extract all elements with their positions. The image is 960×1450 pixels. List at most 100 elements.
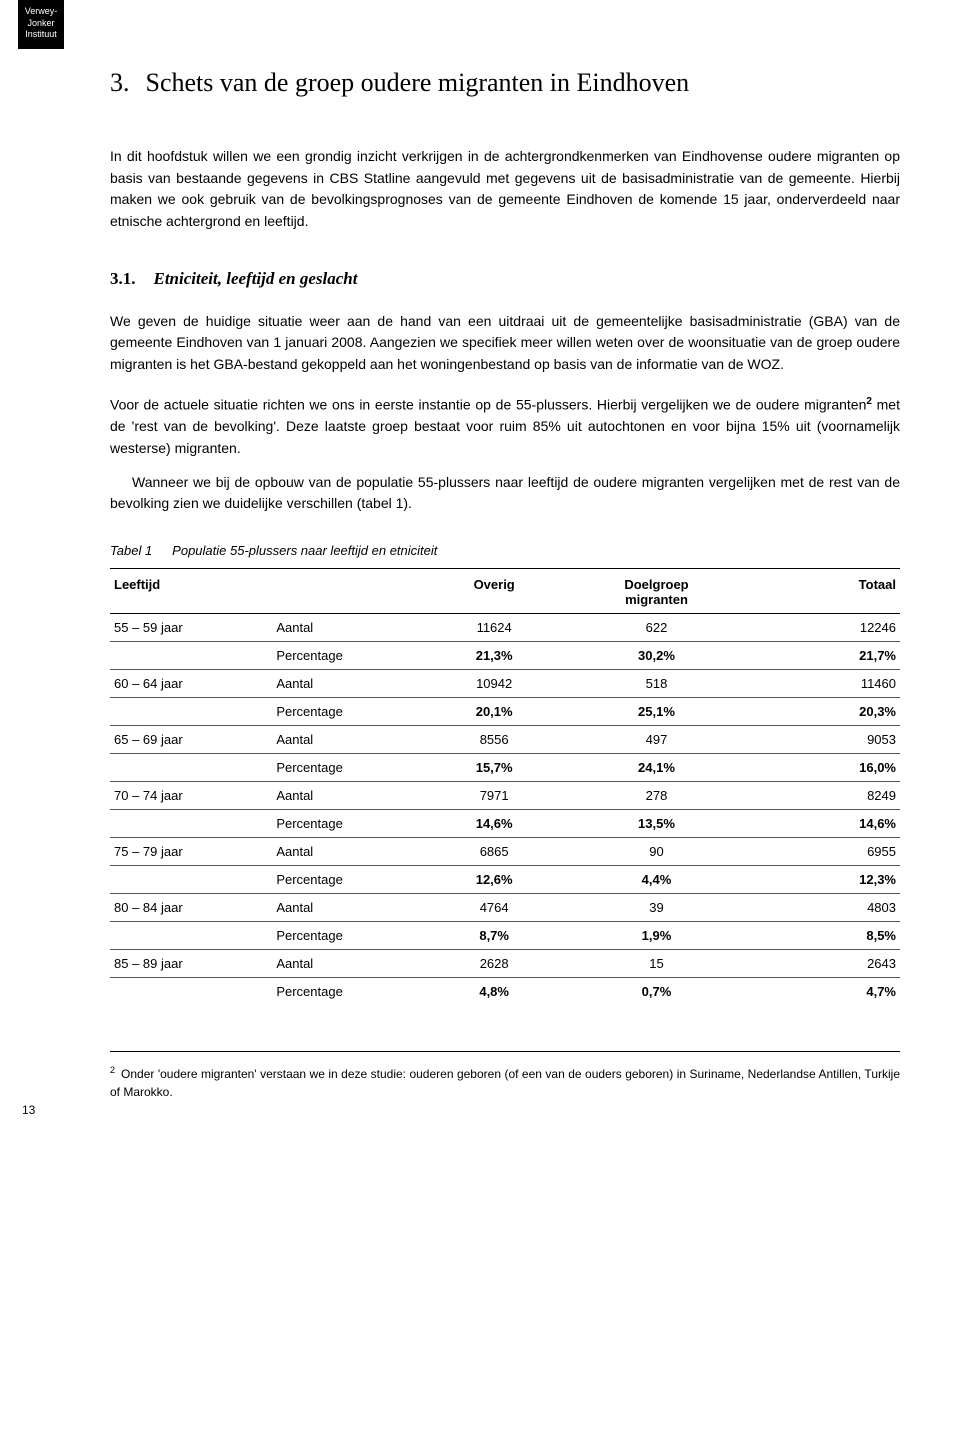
table-cell-age <box>110 641 272 669</box>
table-cell: 11624 <box>413 613 575 641</box>
table-cell-age <box>110 865 272 893</box>
table-cell: 7971 <box>413 781 575 809</box>
intro-paragraph: In dit hoofdstuk willen we een grondig i… <box>110 146 900 233</box>
table-cell: 4,4% <box>575 865 737 893</box>
table-cell: 21,3% <box>413 641 575 669</box>
table-cell: 622 <box>575 613 737 641</box>
table-cell: 2643 <box>738 949 900 977</box>
table-cell: 9053 <box>738 725 900 753</box>
table-cell-metric: Percentage <box>272 865 413 893</box>
table-cell: 30,2% <box>575 641 737 669</box>
table-cell: 24,1% <box>575 753 737 781</box>
page-number: 13 <box>22 1103 35 1117</box>
table-caption: Tabel 1 Populatie 55-plussers naar leefti… <box>110 543 900 558</box>
table-cell: 10942 <box>413 669 575 697</box>
table-cell-metric: Percentage <box>272 977 413 1005</box>
table-cell: 4803 <box>738 893 900 921</box>
table-cell-metric: Aantal <box>272 781 413 809</box>
table-cell-age: 85 – 89 jaar <box>110 949 272 977</box>
chapter-title: 3. Schets van de groep oudere migranten i… <box>110 68 900 98</box>
table-cell-metric: Percentage <box>272 641 413 669</box>
table-cell: 14,6% <box>738 809 900 837</box>
table-cell-age: 65 – 69 jaar <box>110 725 272 753</box>
paragraph-text: Wanneer we bij de opbouw van de populati… <box>110 474 900 512</box>
table-cell-age: 55 – 59 jaar <box>110 613 272 641</box>
table-cell-age <box>110 809 272 837</box>
logo-line: Jonker <box>24 18 58 30</box>
header-line: Doelgroep <box>579 577 733 592</box>
table-cell: 14,6% <box>413 809 575 837</box>
table-cell: 8556 <box>413 725 575 753</box>
table-cell-age <box>110 977 272 1005</box>
footnote-text: Onder 'oudere migranten' verstaan we in … <box>110 1067 900 1099</box>
table-cell-metric: Percentage <box>272 697 413 725</box>
table-cell: 12,6% <box>413 865 575 893</box>
table-cell: 6955 <box>738 837 900 865</box>
table-cell-metric: Percentage <box>272 921 413 949</box>
table-cell-age: 75 – 79 jaar <box>110 837 272 865</box>
table-cell: 8,7% <box>413 921 575 949</box>
footnote-number: 2 <box>110 1065 115 1075</box>
table-cell: 39 <box>575 893 737 921</box>
table-cell-age <box>110 697 272 725</box>
table-cell: 15 <box>575 949 737 977</box>
table-cell: 278 <box>575 781 737 809</box>
table-cell: 4,7% <box>738 977 900 1005</box>
chapter-title-text: Schets van de groep oudere migranten in … <box>146 68 690 97</box>
paragraph-text: Voor de actuele situatie richten we ons … <box>110 396 866 412</box>
table-cell: 2628 <box>413 949 575 977</box>
table-cell: 11460 <box>738 669 900 697</box>
institute-logo: Verwey- Jonker Instituut <box>18 0 64 49</box>
table-cell: 25,1% <box>575 697 737 725</box>
body-paragraph: Wanneer we bij de opbouw van de populati… <box>110 472 900 515</box>
table-cell: 15,7% <box>413 753 575 781</box>
table-cell: 6865 <box>413 837 575 865</box>
table-cell: 1,9% <box>575 921 737 949</box>
table-cell-metric: Aantal <box>272 725 413 753</box>
table-cell-metric: Aantal <box>272 669 413 697</box>
body-paragraph: Voor de actuele situatie richten we ons … <box>110 394 900 460</box>
header-line: migranten <box>579 592 733 607</box>
population-table: Leeftijd Overig Doelgroep migranten Tota… <box>110 568 900 1005</box>
table-cell-age: 70 – 74 jaar <box>110 781 272 809</box>
table-caption-text: Populatie 55-plussers naar leeftijd en e… <box>172 543 437 558</box>
table-cell: 518 <box>575 669 737 697</box>
table-cell-metric: Percentage <box>272 753 413 781</box>
table-cell: 12,3% <box>738 865 900 893</box>
logo-line: Instituut <box>24 29 58 41</box>
table-cell-metric: Aantal <box>272 893 413 921</box>
table-cell-age <box>110 753 272 781</box>
table-header-doelgroep: Doelgroep migranten <box>575 568 737 613</box>
table-cell-metric: Aantal <box>272 613 413 641</box>
section-title: 3.1. Etniciteit, leeftijd en geslacht <box>110 269 900 289</box>
logo-line: Verwey- <box>24 6 58 18</box>
body-paragraph: We geven de huidige situatie weer aan de… <box>110 311 900 376</box>
table-cell: 16,0% <box>738 753 900 781</box>
table-cell: 8249 <box>738 781 900 809</box>
table-cell-age <box>110 921 272 949</box>
chapter-number: 3. <box>110 68 130 98</box>
table-cell-metric: Aantal <box>272 949 413 977</box>
table-cell: 20,1% <box>413 697 575 725</box>
table-header-blank <box>272 568 413 613</box>
table-cell-age: 60 – 64 jaar <box>110 669 272 697</box>
table-cell: 4,8% <box>413 977 575 1005</box>
table-cell-metric: Percentage <box>272 809 413 837</box>
table-cell: 13,5% <box>575 809 737 837</box>
table-cell-metric: Aantal <box>272 837 413 865</box>
table-cell: 497 <box>575 725 737 753</box>
table-cell: 8,5% <box>738 921 900 949</box>
table-header-totaal: Totaal <box>738 568 900 613</box>
section-number: 3.1. <box>110 269 136 288</box>
table-cell: 0,7% <box>575 977 737 1005</box>
table-cell: 21,7% <box>738 641 900 669</box>
table-cell-age: 80 – 84 jaar <box>110 893 272 921</box>
table-cell: 90 <box>575 837 737 865</box>
table-cell: 4764 <box>413 893 575 921</box>
table-header-age: Leeftijd <box>110 568 272 613</box>
table-header-overig: Overig <box>413 568 575 613</box>
section-title-text: Etniciteit, leeftijd en geslacht <box>154 269 358 288</box>
table-cell: 20,3% <box>738 697 900 725</box>
table-label: Tabel 1 <box>110 543 152 558</box>
table-cell: 12246 <box>738 613 900 641</box>
